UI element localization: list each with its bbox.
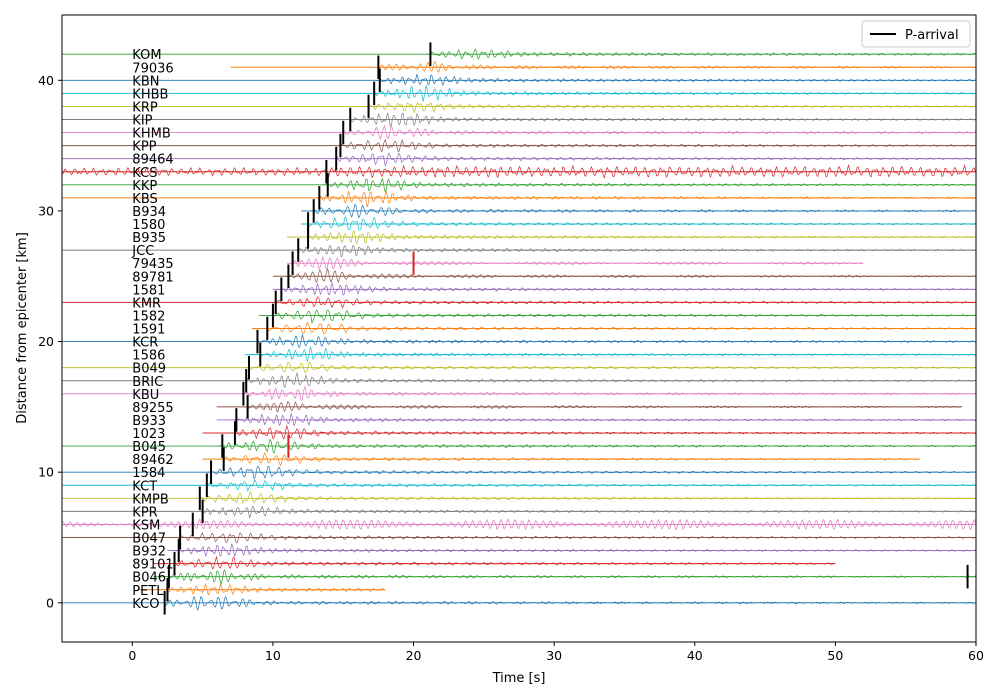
- station-label-B047: B047: [132, 532, 166, 547]
- station-label-KCS: KCS: [132, 166, 157, 181]
- station-labels: KCOPETLB04689101B932B047KSMKPRKMPBKCT158…: [131, 48, 173, 612]
- y-tick-label-0: 0: [46, 595, 54, 610]
- station-label-KBN: KBN: [132, 74, 159, 89]
- y-tick-label-30: 30: [38, 203, 54, 218]
- station-label-KBU: KBU: [132, 388, 159, 403]
- trace-KSM: [61, 518, 976, 531]
- station-label-89255: 89255: [132, 401, 173, 416]
- station-label-B932: B932: [132, 545, 166, 560]
- station-label-KOM: KOM: [132, 48, 161, 63]
- station-label-79435: 79435: [132, 257, 173, 272]
- x-tick-label-60: 60: [968, 648, 984, 663]
- x-tick-label-50: 50: [827, 648, 843, 663]
- legend-box: [861, 20, 971, 48]
- x-tick-label-40: 40: [687, 648, 703, 663]
- station-label-89781: 89781: [132, 270, 173, 285]
- legend-p-arrival-label: P-arrival: [905, 28, 959, 43]
- station-label-89464: 89464: [132, 153, 173, 168]
- x-tick-label-30: 30: [546, 648, 562, 663]
- trace-B045: [218, 438, 976, 454]
- x-tick-label-20: 20: [406, 648, 422, 663]
- station-label-1591: 1591: [132, 323, 165, 338]
- trace-89781: [284, 267, 976, 284]
- station-label-KSM: KSM: [132, 518, 160, 533]
- station-label-B934: B934: [132, 205, 166, 220]
- station-label-1580: 1580: [132, 218, 165, 233]
- station-label-B049: B049: [132, 362, 166, 377]
- legend: P-arrival: [861, 20, 971, 48]
- station-label-KMPB: KMPB: [132, 492, 169, 507]
- station-label-1581: 1581: [132, 283, 165, 298]
- x-axis-ticks: 0 10 20 30 40 50 60: [128, 642, 984, 663]
- station-label-KBS: KBS: [132, 192, 157, 207]
- station-label-BRIC: BRIC: [132, 375, 163, 390]
- station-label-79036: 79036: [132, 61, 173, 76]
- trace-baselines: [62, 53, 976, 604]
- station-label-KPP: KPP: [132, 140, 156, 155]
- station-label-KIP: KIP: [132, 114, 152, 129]
- trace-KPP: [336, 138, 975, 153]
- y-tick-label-20: 20: [38, 334, 54, 349]
- station-label-1586: 1586: [132, 349, 165, 364]
- station-label-89101: 89101: [132, 558, 173, 573]
- trace-JCC: [294, 244, 976, 258]
- y-axis-ticks: 0 10 20 30 40: [38, 73, 62, 610]
- trace-KCR: [253, 333, 976, 348]
- station-label-KPR: KPR: [132, 505, 157, 520]
- station-label-B933: B933: [132, 414, 166, 429]
- trace-B049: [244, 361, 976, 373]
- x-tick-label-0: 0: [128, 648, 136, 663]
- station-label-KMR: KMR: [132, 296, 161, 311]
- y-axis-label: Distance from epicenter [km]: [15, 232, 30, 424]
- station-label-KRP: KRP: [132, 100, 158, 115]
- station-label-KCR: KCR: [132, 336, 158, 351]
- x-axis-label: Time [s]: [492, 671, 546, 686]
- x-tick-label-10: 10: [265, 648, 281, 663]
- y-tick-label-40: 40: [38, 73, 54, 88]
- station-label-1584: 1584: [132, 466, 165, 481]
- station-label-B935: B935: [132, 231, 166, 246]
- station-label-B045: B045: [132, 440, 166, 455]
- trace-1580: [303, 215, 976, 231]
- station-label-KKP: KKP: [132, 179, 157, 194]
- p-arrival-markers: [163, 42, 969, 615]
- plot-frame: [61, 14, 977, 643]
- station-label-1023: 1023: [132, 427, 165, 442]
- station-label-PETL: PETL: [132, 584, 164, 599]
- station-label-B046: B046: [132, 571, 166, 586]
- station-label-89462: 89462: [132, 453, 173, 468]
- station-label-1582: 1582: [132, 309, 165, 324]
- station-label-KHBB: KHBB: [132, 87, 168, 102]
- station-label-KHMB: KHMB: [132, 127, 170, 142]
- station-label-KCT: KCT: [132, 479, 157, 494]
- station-label-KCO: KCO: [132, 597, 159, 612]
- y-tick-label-10: 10: [38, 465, 54, 480]
- station-label-JCC: JCC: [131, 244, 154, 259]
